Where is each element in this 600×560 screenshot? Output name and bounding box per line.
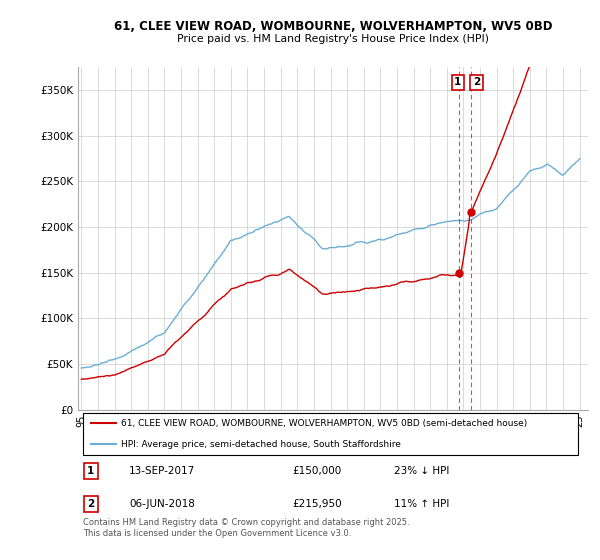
Text: Price paid vs. HM Land Registry's House Price Index (HPI): Price paid vs. HM Land Registry's House … [177,34,489,44]
Text: £215,950: £215,950 [292,499,342,508]
Text: 11% ↑ HPI: 11% ↑ HPI [394,499,449,508]
Text: 61, CLEE VIEW ROAD, WOMBOURNE, WOLVERHAMPTON, WV5 0BD (semi-detached house): 61, CLEE VIEW ROAD, WOMBOURNE, WOLVERHAM… [121,419,527,428]
Text: 23% ↓ HPI: 23% ↓ HPI [394,466,449,476]
Text: HPI: Average price, semi-detached house, South Staffordshire: HPI: Average price, semi-detached house,… [121,440,401,449]
Text: Contains HM Land Registry data © Crown copyright and database right 2025.
This d: Contains HM Land Registry data © Crown c… [83,519,410,538]
Text: 2: 2 [473,77,480,87]
Text: 1: 1 [87,466,94,476]
Text: 06-JUN-2018: 06-JUN-2018 [129,499,195,508]
Text: £150,000: £150,000 [292,466,341,476]
FancyBboxPatch shape [83,413,578,455]
Text: 13-SEP-2017: 13-SEP-2017 [129,466,195,476]
Text: 1: 1 [454,77,461,87]
Text: 61, CLEE VIEW ROAD, WOMBOURNE, WOLVERHAMPTON, WV5 0BD: 61, CLEE VIEW ROAD, WOMBOURNE, WOLVERHAM… [114,20,552,32]
Text: 2: 2 [87,499,94,508]
